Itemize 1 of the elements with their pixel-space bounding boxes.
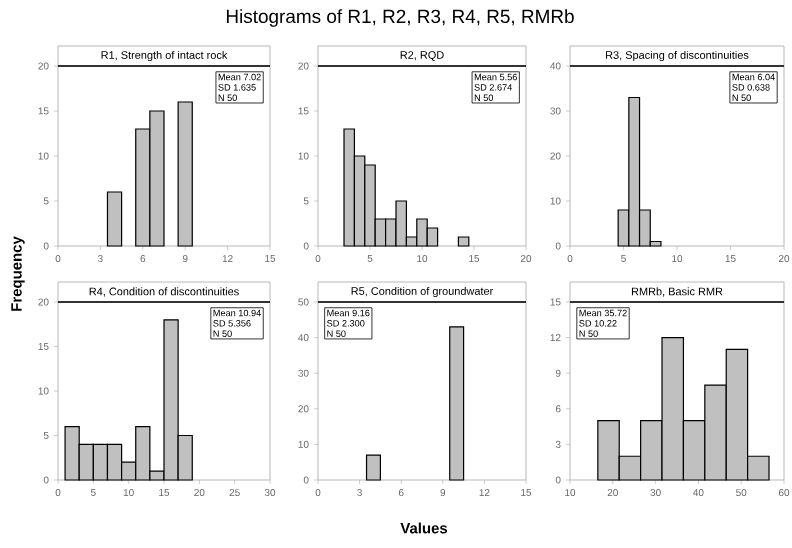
text: Histograms of R1, R2, R3, R4, R5, RMRb bbox=[226, 9, 574, 27]
